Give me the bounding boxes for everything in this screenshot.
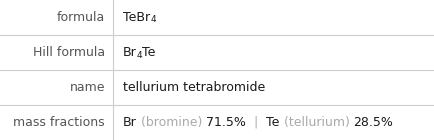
Text: Br: Br <box>123 116 136 129</box>
Text: Br: Br <box>123 46 136 59</box>
Text: 4: 4 <box>150 16 155 24</box>
Text: 71.5%: 71.5% <box>206 116 246 129</box>
Text: (bromine): (bromine) <box>136 116 206 129</box>
Text: (tellurium): (tellurium) <box>279 116 353 129</box>
Text: Te: Te <box>142 46 155 59</box>
Text: |: | <box>246 116 266 129</box>
Text: 4: 4 <box>136 51 142 60</box>
Text: tellurium tetrabromide: tellurium tetrabromide <box>123 81 265 94</box>
Text: 28.5%: 28.5% <box>353 116 392 129</box>
Text: name: name <box>69 81 105 94</box>
Text: TeBr: TeBr <box>123 11 150 24</box>
Text: formula: formula <box>56 11 105 24</box>
Text: Hill formula: Hill formula <box>33 46 105 59</box>
Text: Te: Te <box>266 116 279 129</box>
Text: mass fractions: mass fractions <box>13 116 105 129</box>
